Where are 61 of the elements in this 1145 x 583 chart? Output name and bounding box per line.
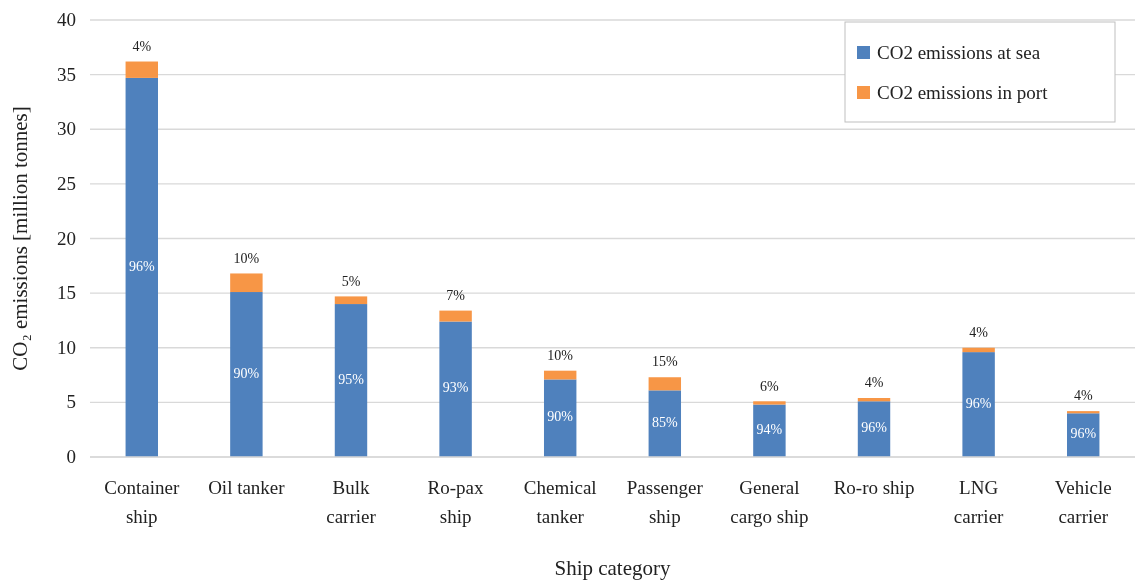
x-tick-label: Ro-pax ship	[427, 477, 485, 527]
bar	[857, 398, 891, 402]
y-tick-label: 40	[57, 9, 76, 30]
annotation: 85%	[651, 414, 678, 430]
annotation: 6%	[760, 378, 780, 394]
bar	[648, 377, 682, 391]
y-tick-label: 30	[57, 118, 76, 140]
bar	[962, 347, 995, 353]
y-tick-label: 10	[57, 336, 76, 358]
bar	[125, 61, 158, 78]
bar	[543, 370, 577, 380]
y-tick-label: 25	[57, 172, 76, 194]
annotation: 4%	[864, 375, 884, 391]
bar	[439, 321, 472, 457]
annotation: 4%	[969, 324, 989, 340]
bar	[230, 292, 263, 457]
bar	[543, 379, 577, 457]
annotation: 10%	[547, 347, 574, 363]
x-tick-label: LNG carrier	[953, 477, 1005, 527]
y-tick-label: 5	[66, 391, 76, 413]
y-tick-label: 35	[57, 63, 76, 85]
annotation: 4%	[1073, 388, 1093, 404]
legend-label: CO2 emissions at sea	[877, 42, 1041, 63]
x-tick-label: Bulk carrier	[326, 477, 377, 527]
y-tick-label: 15	[57, 282, 76, 304]
x-tick-label: Vehicle carrier	[1054, 477, 1112, 527]
annotation: 10%	[233, 250, 260, 266]
y-tick-label: 20	[57, 227, 76, 249]
annotation: 15%	[651, 354, 678, 370]
annotation: 90%	[547, 409, 574, 425]
legend-label: CO2 emissions in port	[877, 82, 1049, 103]
bar	[753, 404, 786, 457]
bar	[125, 77, 158, 457]
annotation: 96%	[128, 258, 155, 274]
y-axis-title: CO₂ emissions [million tonnes]	[8, 106, 32, 371]
annotation: 90%	[233, 365, 260, 381]
annotation: 96%	[1070, 426, 1097, 442]
annotation: 4%	[132, 38, 152, 54]
bar	[753, 401, 786, 405]
x-axis-title: Ship category	[554, 556, 672, 580]
annotation: 96%	[861, 420, 888, 436]
bar	[334, 296, 368, 305]
x-tick-label: Container ship	[104, 477, 180, 527]
bar	[962, 352, 995, 457]
y-tick-label: 0	[66, 446, 76, 467]
bar	[230, 273, 263, 293]
x-tick-label: Chemical tanker	[523, 477, 597, 527]
x-tick-label: Oil tanker	[208, 477, 286, 498]
annotation: 5%	[341, 273, 361, 289]
bar	[334, 304, 368, 457]
bar	[439, 310, 472, 322]
annotation: 94%	[756, 422, 783, 437]
x-tick-label: General cargo ship	[730, 477, 809, 527]
bar	[648, 390, 682, 457]
bar	[1067, 411, 1100, 414]
annotation: 93%	[442, 380, 469, 396]
x-tick-label: Ro-ro ship	[833, 477, 915, 498]
x-tick-label: Passenger ship	[626, 477, 704, 527]
annotation: 96%	[965, 395, 992, 411]
annotation: 7%	[446, 287, 466, 303]
annotation: 95%	[338, 371, 365, 387]
